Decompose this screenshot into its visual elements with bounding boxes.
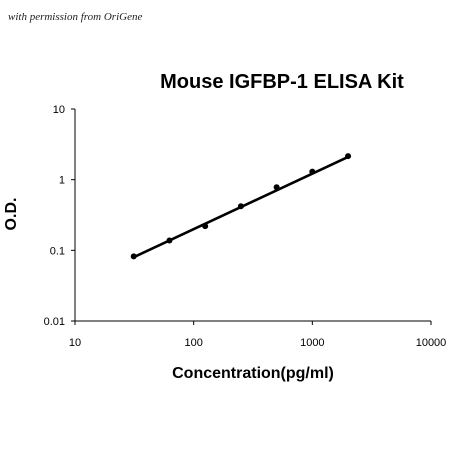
chart-title: Mouse IGFBP-1 ELISA Kit [160, 71, 404, 93]
x-tick-label: 10 [69, 337, 81, 349]
data-point [309, 168, 316, 175]
y-tick-label: 0.01 [44, 316, 65, 328]
watermark-text: with permission from OriGene [8, 11, 142, 23]
data-point [130, 253, 137, 260]
y-tick-label: 1 [59, 175, 65, 187]
y-tick-label: 0.1 [50, 245, 65, 257]
data-points [130, 153, 352, 260]
data-point [166, 237, 173, 244]
x-tick-label: 100 [184, 337, 202, 349]
data-point [345, 153, 352, 160]
axis-ticks: 0.01 0.1 1 10 10 100 1000 10000 [44, 104, 447, 349]
x-axis-label: Concentration(pg/ml) [172, 365, 334, 382]
data-point [202, 223, 209, 230]
y-axis-label: O.D. [3, 198, 20, 231]
axes [74, 109, 431, 322]
data-point [237, 203, 244, 210]
data-point [273, 184, 280, 191]
y-tick-label: 10 [53, 104, 65, 116]
x-tick-label: 10000 [416, 337, 447, 349]
x-tick-label: 1000 [300, 337, 324, 349]
